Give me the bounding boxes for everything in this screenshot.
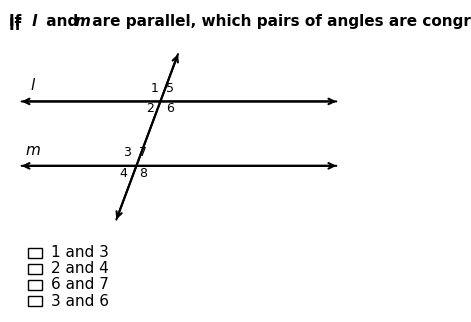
Text: If: If	[9, 14, 27, 30]
Text: m: m	[74, 14, 90, 30]
Text: 8: 8	[139, 167, 147, 180]
Text: 4: 4	[119, 167, 127, 180]
Text: 3 and 6: 3 and 6	[51, 294, 109, 308]
Text: 1 and 3: 1 and 3	[51, 245, 109, 260]
Text: are parallel, which pairs of angles are congruent?: are parallel, which pairs of angles are …	[87, 14, 471, 30]
Text: $m$: $m$	[25, 143, 41, 158]
Text: If: If	[9, 18, 27, 33]
Text: $l$: $l$	[30, 77, 36, 93]
Text: 3: 3	[123, 147, 131, 159]
Text: l: l	[32, 14, 37, 30]
Text: and: and	[41, 14, 83, 30]
Text: 1: 1	[150, 82, 158, 95]
Text: 2 and 4: 2 and 4	[51, 261, 109, 276]
Text: 2: 2	[146, 102, 154, 115]
Text: 7: 7	[139, 147, 147, 159]
Text: 6: 6	[166, 102, 174, 115]
Text: 6 and 7: 6 and 7	[51, 278, 109, 292]
Text: 5: 5	[166, 82, 174, 95]
